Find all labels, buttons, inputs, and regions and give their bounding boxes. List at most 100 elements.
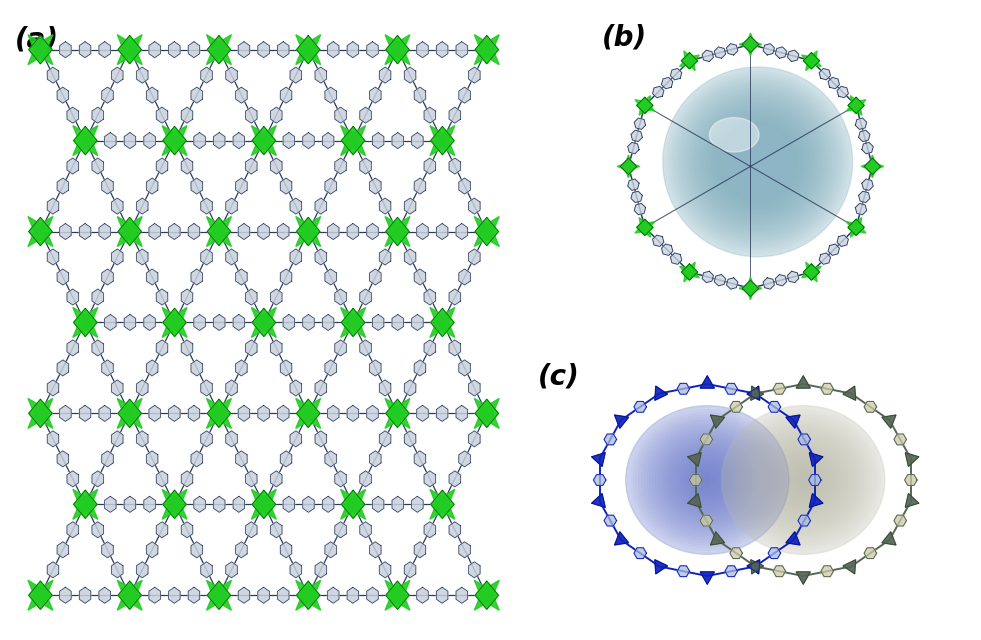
Polygon shape	[290, 198, 301, 214]
Polygon shape	[245, 107, 257, 123]
Polygon shape	[456, 42, 468, 58]
Polygon shape	[136, 431, 148, 447]
Polygon shape	[271, 289, 283, 305]
Ellipse shape	[691, 465, 724, 495]
Polygon shape	[392, 314, 403, 330]
Polygon shape	[188, 588, 200, 604]
Polygon shape	[36, 580, 53, 600]
Polygon shape	[258, 588, 270, 604]
Circle shape	[719, 124, 796, 200]
Polygon shape	[747, 44, 754, 56]
Polygon shape	[57, 542, 69, 558]
Polygon shape	[233, 314, 244, 330]
Polygon shape	[763, 278, 774, 289]
Circle shape	[677, 81, 839, 243]
Polygon shape	[57, 451, 69, 467]
Polygon shape	[360, 471, 372, 487]
Polygon shape	[258, 223, 270, 239]
Polygon shape	[252, 490, 276, 518]
Polygon shape	[642, 95, 650, 108]
Polygon shape	[858, 130, 870, 141]
Polygon shape	[215, 35, 232, 54]
Polygon shape	[92, 471, 104, 487]
Polygon shape	[28, 35, 44, 54]
Polygon shape	[739, 40, 750, 49]
Polygon shape	[215, 227, 232, 246]
Polygon shape	[290, 249, 301, 265]
Polygon shape	[412, 132, 423, 148]
Polygon shape	[79, 588, 91, 604]
Polygon shape	[126, 35, 142, 54]
Polygon shape	[251, 490, 268, 509]
Polygon shape	[634, 401, 646, 412]
Polygon shape	[594, 475, 606, 485]
Polygon shape	[404, 67, 416, 83]
Polygon shape	[431, 490, 454, 518]
Polygon shape	[207, 590, 223, 610]
Polygon shape	[315, 198, 327, 214]
Polygon shape	[360, 158, 372, 174]
Polygon shape	[271, 340, 283, 356]
Polygon shape	[424, 158, 436, 174]
Polygon shape	[677, 566, 690, 577]
Ellipse shape	[753, 435, 852, 525]
Polygon shape	[328, 42, 339, 58]
Polygon shape	[296, 216, 312, 237]
Polygon shape	[798, 515, 810, 526]
Polygon shape	[439, 136, 455, 156]
Polygon shape	[340, 499, 357, 519]
Polygon shape	[126, 227, 142, 246]
Polygon shape	[47, 249, 59, 265]
Ellipse shape	[759, 440, 848, 520]
Polygon shape	[837, 235, 849, 246]
Polygon shape	[233, 497, 244, 512]
Polygon shape	[136, 198, 148, 214]
Polygon shape	[207, 227, 223, 246]
Polygon shape	[67, 522, 78, 538]
Polygon shape	[296, 581, 320, 609]
Polygon shape	[149, 588, 161, 604]
Polygon shape	[592, 452, 605, 467]
Polygon shape	[215, 216, 232, 237]
Polygon shape	[847, 102, 858, 111]
Ellipse shape	[729, 412, 878, 548]
Polygon shape	[146, 87, 158, 103]
Polygon shape	[136, 380, 148, 396]
Polygon shape	[373, 132, 384, 148]
Polygon shape	[146, 451, 158, 467]
Polygon shape	[868, 155, 876, 166]
Polygon shape	[194, 314, 205, 330]
Polygon shape	[386, 581, 409, 609]
Text: (b): (b)	[601, 24, 646, 52]
Polygon shape	[162, 499, 179, 519]
Polygon shape	[28, 581, 52, 609]
Polygon shape	[654, 560, 667, 574]
Polygon shape	[92, 107, 104, 123]
Polygon shape	[750, 386, 763, 400]
Ellipse shape	[655, 432, 759, 528]
Circle shape	[739, 143, 777, 181]
Polygon shape	[290, 67, 301, 83]
Polygon shape	[36, 35, 53, 54]
Polygon shape	[118, 35, 133, 54]
Polygon shape	[278, 405, 289, 421]
Polygon shape	[417, 588, 429, 604]
Polygon shape	[797, 376, 810, 388]
Polygon shape	[801, 269, 813, 278]
Circle shape	[679, 83, 837, 241]
Polygon shape	[475, 35, 490, 54]
Polygon shape	[851, 225, 859, 237]
Polygon shape	[74, 308, 97, 337]
Ellipse shape	[722, 406, 885, 554]
Polygon shape	[747, 386, 759, 400]
Polygon shape	[146, 178, 158, 194]
Polygon shape	[162, 317, 179, 337]
Polygon shape	[341, 490, 365, 518]
Polygon shape	[786, 532, 800, 545]
Polygon shape	[620, 158, 637, 175]
Polygon shape	[171, 307, 187, 328]
Polygon shape	[278, 223, 289, 239]
Polygon shape	[475, 399, 498, 428]
Polygon shape	[296, 590, 312, 610]
Circle shape	[749, 152, 767, 172]
